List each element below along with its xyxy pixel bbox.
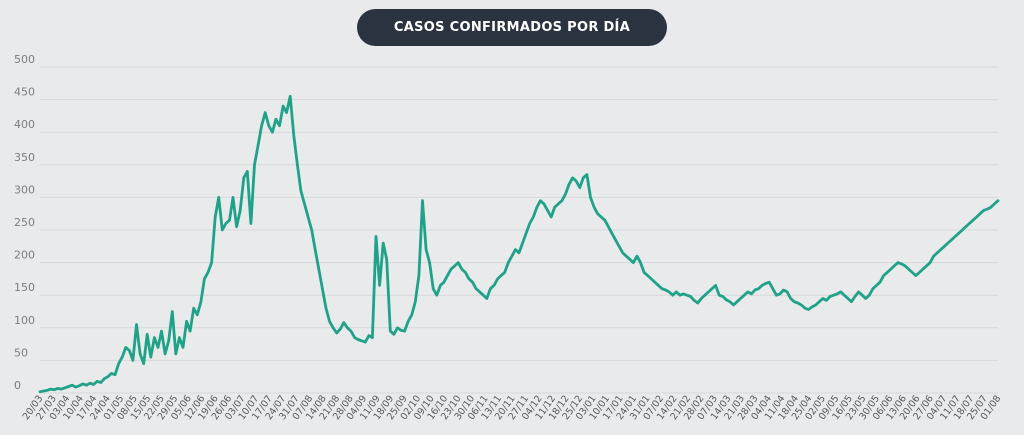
grid-lines [40,66,998,394]
y-tick-label: 300 [14,183,35,196]
y-tick-label: 100 [14,314,35,327]
y-tick-label: 0 [14,379,21,392]
y-tick-label: 350 [14,151,35,164]
series-line [38,94,1000,394]
y-tick-label: 200 [14,249,35,262]
y-tick-label: 500 [14,53,35,66]
y-tick-label: 450 [14,86,35,99]
y-axis-ticks: 0 50 100 150 200 250 300 350 400 450 500 [14,53,35,392]
y-tick-label: 400 [14,118,35,131]
chart-title: CASOS CONFIRMADOS POR DÍA [357,9,667,46]
y-tick-label: 50 [14,346,28,359]
y-tick-label: 250 [14,216,35,229]
y-tick-label: 150 [14,281,35,294]
x-axis-ticks: 20/0327/0303/0410/0417/0424/0401/0508/05… [21,393,1004,422]
